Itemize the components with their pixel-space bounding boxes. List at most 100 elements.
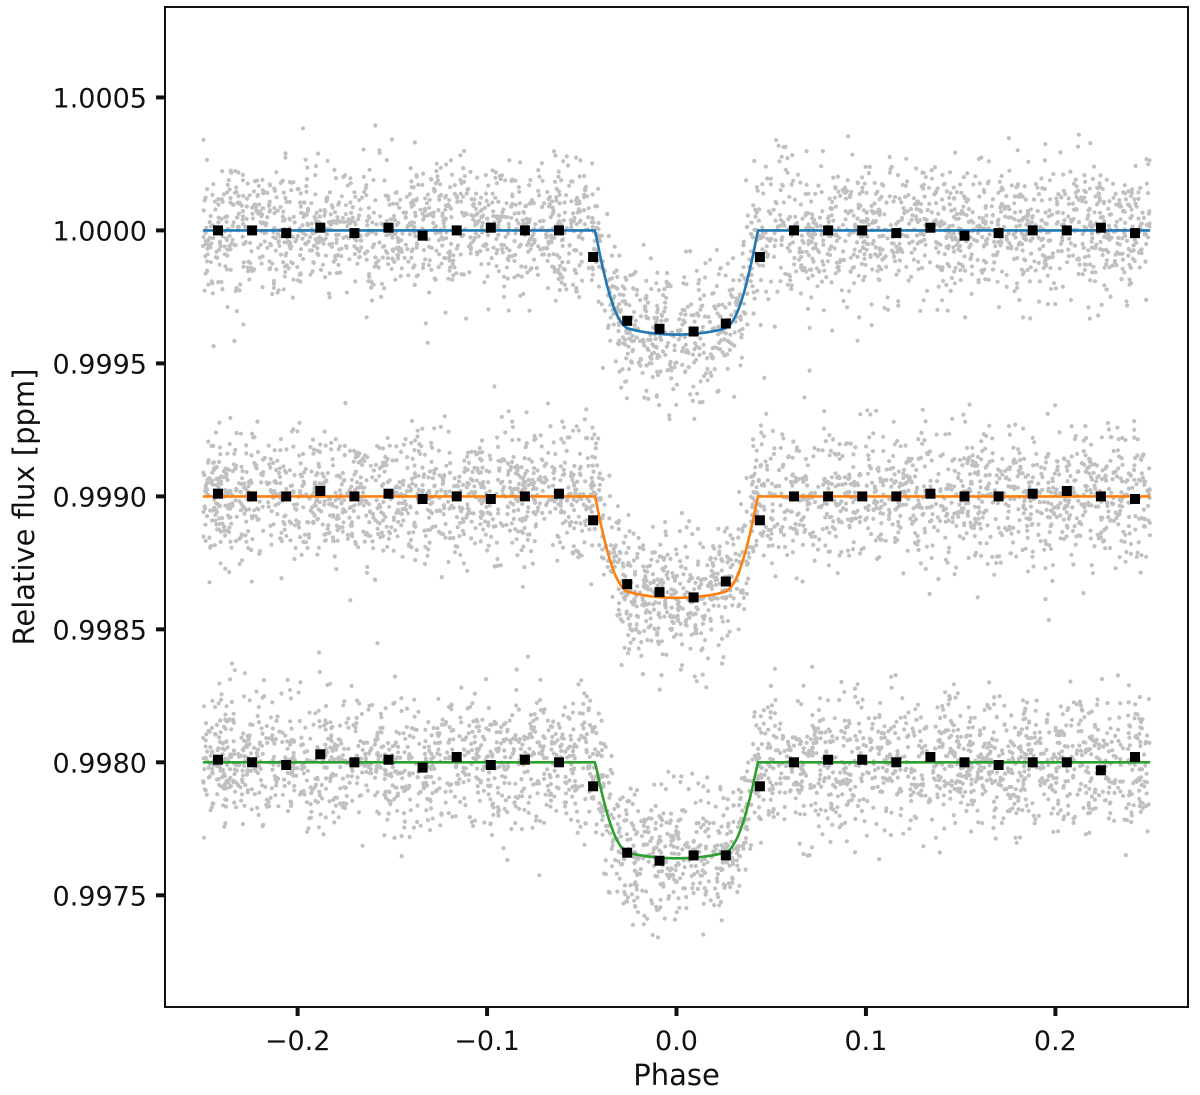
raw-point bbox=[799, 263, 804, 268]
raw-point bbox=[268, 183, 273, 188]
raw-point bbox=[241, 214, 246, 219]
raw-point bbox=[609, 525, 615, 530]
raw-point bbox=[756, 479, 761, 484]
raw-point bbox=[321, 241, 326, 246]
raw-point bbox=[1033, 182, 1038, 187]
raw-point bbox=[609, 253, 615, 258]
raw-point bbox=[789, 286, 794, 291]
raw-point bbox=[988, 534, 993, 539]
raw-point bbox=[1009, 531, 1014, 536]
raw-point bbox=[1126, 253, 1131, 258]
raw-point bbox=[936, 211, 941, 216]
raw-point bbox=[709, 586, 715, 592]
raw-point bbox=[637, 545, 642, 550]
raw-point bbox=[309, 469, 314, 474]
raw-point bbox=[853, 225, 858, 230]
raw-point bbox=[956, 475, 961, 480]
raw-point bbox=[797, 476, 802, 482]
raw-point bbox=[1042, 547, 1047, 552]
raw-point bbox=[1082, 195, 1087, 200]
raw-point bbox=[840, 482, 845, 487]
raw-point bbox=[951, 231, 956, 236]
raw-point bbox=[1096, 313, 1101, 318]
raw-point bbox=[638, 314, 644, 319]
raw-point bbox=[583, 479, 588, 484]
raw-point bbox=[406, 259, 411, 264]
raw-point bbox=[863, 164, 868, 169]
raw-point bbox=[990, 451, 995, 456]
raw-point bbox=[697, 277, 702, 283]
raw-point bbox=[731, 596, 736, 601]
raw-point bbox=[612, 558, 617, 563]
raw-point bbox=[399, 266, 404, 271]
raw-point bbox=[561, 440, 566, 445]
raw-point bbox=[593, 204, 598, 209]
raw-point bbox=[520, 584, 526, 589]
raw-point bbox=[1028, 207, 1033, 212]
raw-point bbox=[281, 209, 286, 214]
raw-point bbox=[1086, 248, 1091, 253]
raw-point bbox=[1024, 237, 1029, 242]
raw-point bbox=[1037, 279, 1042, 284]
raw-point bbox=[916, 267, 921, 272]
raw-point bbox=[998, 560, 1003, 565]
raw-point bbox=[785, 170, 790, 175]
raw-point bbox=[626, 344, 631, 349]
raw-point bbox=[528, 177, 533, 183]
raw-point bbox=[298, 461, 303, 466]
raw-point bbox=[486, 307, 491, 312]
raw-point bbox=[337, 473, 342, 478]
raw-point bbox=[447, 530, 452, 535]
raw-point bbox=[553, 153, 558, 158]
raw-point bbox=[902, 467, 907, 472]
raw-point bbox=[975, 595, 980, 600]
raw-point bbox=[1117, 555, 1122, 560]
raw-point bbox=[482, 485, 487, 490]
raw-point bbox=[553, 506, 558, 511]
raw-point bbox=[250, 516, 255, 521]
raw-point bbox=[684, 525, 689, 530]
raw-point bbox=[906, 488, 911, 493]
raw-point bbox=[278, 448, 283, 453]
raw-point bbox=[751, 443, 756, 449]
raw-point bbox=[980, 219, 986, 224]
raw-point bbox=[1118, 217, 1123, 222]
raw-point bbox=[926, 185, 932, 190]
raw-point bbox=[667, 362, 673, 367]
raw-point bbox=[412, 224, 417, 230]
raw-point bbox=[520, 218, 525, 223]
raw-point bbox=[1032, 259, 1037, 264]
raw-point bbox=[377, 466, 382, 471]
raw-point bbox=[631, 272, 636, 277]
raw-point bbox=[918, 209, 923, 214]
raw-point bbox=[617, 292, 623, 297]
raw-point bbox=[938, 242, 943, 247]
raw-point bbox=[952, 269, 957, 274]
raw-point bbox=[208, 545, 213, 550]
raw-point bbox=[866, 222, 871, 227]
raw-point bbox=[239, 203, 244, 208]
raw-point bbox=[714, 577, 720, 582]
raw-point bbox=[1100, 515, 1105, 521]
raw-point bbox=[923, 242, 928, 247]
raw-point bbox=[1080, 272, 1085, 277]
raw-point bbox=[868, 254, 873, 260]
raw-point bbox=[1073, 542, 1078, 547]
raw-point bbox=[947, 431, 952, 436]
raw-point bbox=[1073, 177, 1078, 182]
raw-point bbox=[899, 215, 905, 221]
raw-point bbox=[744, 178, 749, 183]
raw-point bbox=[960, 509, 965, 515]
raw-point bbox=[946, 467, 951, 472]
raw-point bbox=[1081, 245, 1086, 250]
raw-point bbox=[903, 194, 908, 199]
raw-point bbox=[590, 436, 595, 441]
raw-point bbox=[456, 484, 461, 489]
raw-point bbox=[772, 446, 777, 451]
raw-point bbox=[338, 270, 343, 275]
raw-point bbox=[644, 309, 649, 314]
raw-point bbox=[688, 646, 693, 651]
raw-point bbox=[674, 552, 679, 557]
raw-point bbox=[643, 304, 648, 309]
raw-point bbox=[896, 299, 901, 304]
